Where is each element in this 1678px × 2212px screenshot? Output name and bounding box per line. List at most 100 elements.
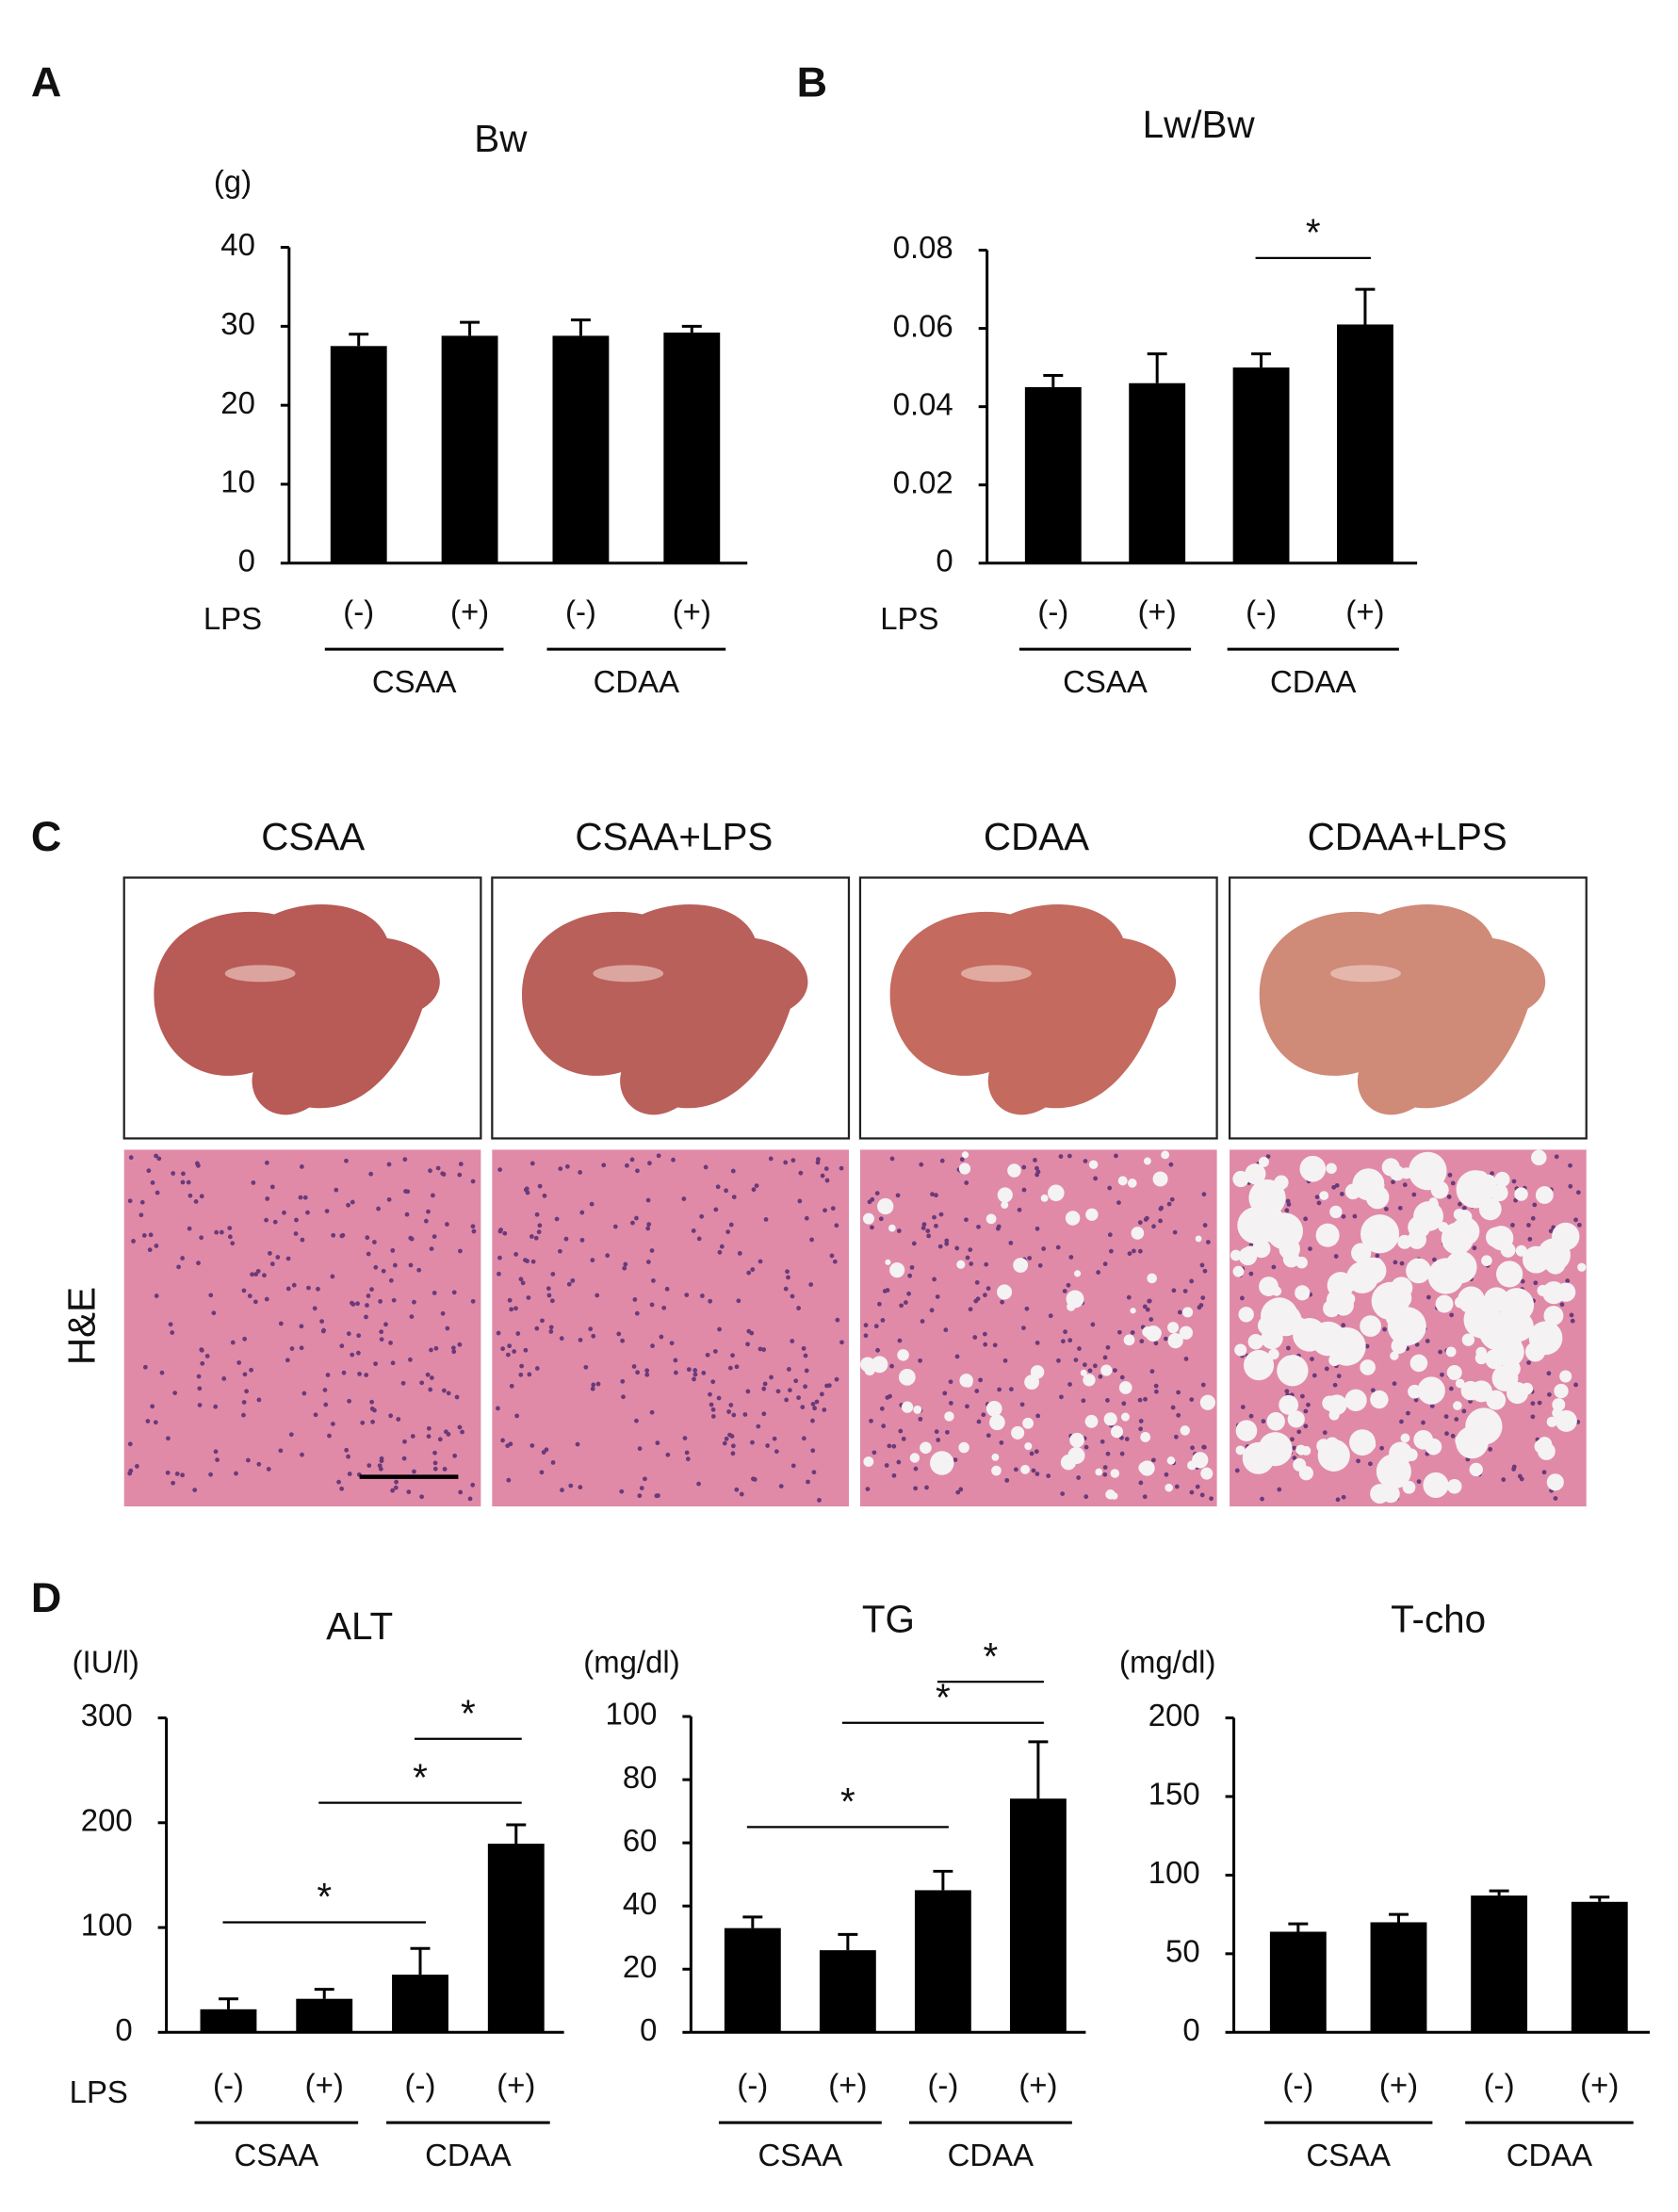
nucleus — [278, 1448, 284, 1454]
nucleus — [1568, 1163, 1572, 1168]
error-bar — [460, 320, 481, 336]
bar — [1571, 1901, 1628, 2033]
nucleus — [432, 1450, 437, 1456]
nucleus — [1200, 1295, 1206, 1301]
nucleus — [823, 1208, 827, 1213]
y-axis-unit: (mg/dl) — [1119, 1644, 1215, 1679]
fat-droplet — [1441, 1222, 1474, 1255]
nucleus — [1119, 1374, 1125, 1380]
nucleus — [432, 1460, 438, 1466]
nucleus — [978, 1377, 983, 1383]
nucleus — [278, 1321, 284, 1326]
nucleus — [346, 1454, 350, 1459]
nucleus — [554, 1216, 560, 1222]
fat-droplet — [1282, 1250, 1300, 1268]
nucleus — [1000, 1299, 1005, 1305]
nucleus — [497, 1255, 502, 1261]
nucleus — [634, 1215, 639, 1221]
nucleus — [724, 1188, 729, 1194]
nucleus — [234, 1471, 238, 1476]
nucleus — [810, 1448, 816, 1454]
error-bar — [218, 1997, 238, 2009]
nucleus — [208, 1472, 213, 1477]
nucleus — [289, 1346, 295, 1351]
nucleus — [131, 1239, 136, 1244]
group-label: CSAA — [1063, 664, 1148, 699]
fat-droplet — [1502, 1359, 1521, 1378]
bar — [441, 335, 498, 563]
nucleus — [758, 1259, 763, 1264]
fat-droplet — [1299, 1155, 1327, 1182]
nucleus — [396, 1417, 401, 1422]
nucleus — [1368, 1461, 1373, 1467]
nucleus — [885, 1395, 890, 1400]
x-tick-label: (+) — [828, 2067, 867, 2102]
fat-droplet — [1123, 1334, 1135, 1346]
nucleus — [1058, 1154, 1064, 1159]
nucleus — [863, 1323, 869, 1328]
panel-label: B — [797, 57, 827, 106]
error-bar — [349, 333, 369, 347]
x-tick-label: (-) — [927, 2067, 958, 2102]
nucleus — [176, 1264, 181, 1270]
nucleus — [935, 1294, 940, 1299]
nucleus — [227, 1234, 233, 1240]
nucleus — [416, 1267, 422, 1273]
nucleus — [1147, 1298, 1152, 1304]
nucleus — [1510, 1223, 1515, 1228]
nucleus — [549, 1298, 555, 1304]
nucleus — [145, 1419, 151, 1423]
nucleus — [253, 1299, 258, 1305]
nucleus — [649, 1302, 655, 1308]
nucleus — [379, 1329, 384, 1335]
nucleus — [194, 1161, 200, 1166]
nucleus — [219, 1229, 224, 1235]
nucleus — [1413, 1397, 1419, 1403]
nucleus — [1559, 1302, 1565, 1308]
nucleus — [1062, 1289, 1067, 1293]
nucleus — [1002, 1358, 1008, 1363]
nucleus — [930, 1192, 935, 1197]
nucleus — [1260, 1496, 1264, 1502]
significance-star: * — [317, 1875, 332, 1918]
nucleus — [1098, 1374, 1103, 1379]
fat-droplet — [1465, 1407, 1503, 1445]
error-bar — [933, 1869, 953, 1891]
nucleus — [445, 1326, 450, 1331]
nucleus — [809, 1237, 814, 1243]
fat-droplet — [1258, 1156, 1269, 1167]
bar — [663, 333, 721, 563]
nucleus — [497, 1167, 503, 1172]
nucleus — [786, 1275, 790, 1280]
nucleus — [512, 1349, 517, 1354]
nucleus — [1177, 1309, 1182, 1315]
nucleus — [986, 1286, 991, 1292]
fat-droplet — [1295, 1256, 1308, 1269]
nucleus — [726, 1409, 731, 1414]
nucleus — [496, 1406, 500, 1411]
x-tick-label: (+) — [1580, 2067, 1619, 2102]
nucleus — [969, 1261, 974, 1266]
nucleus — [762, 1381, 768, 1387]
fat-droplet — [1390, 1287, 1412, 1309]
nucleus — [1429, 1404, 1435, 1408]
nucleus — [887, 1443, 892, 1449]
nucleus — [705, 1352, 710, 1358]
fat-droplet — [1040, 1194, 1049, 1202]
nucleus — [578, 1485, 583, 1490]
y-tick-label: 40 — [220, 227, 255, 262]
nucleus — [1537, 1400, 1542, 1406]
nucleus — [790, 1339, 795, 1343]
nucleus — [806, 1479, 810, 1485]
nucleus — [830, 1206, 836, 1212]
x-tick-label: (+) — [1345, 594, 1384, 628]
nucleus — [366, 1251, 371, 1257]
fat-droplet — [1235, 1420, 1258, 1441]
nucleus — [710, 1414, 716, 1419]
nucleus — [566, 1281, 572, 1287]
fat-droplet — [1237, 1207, 1275, 1244]
fat-droplet — [863, 1456, 874, 1467]
nucleus — [901, 1436, 906, 1441]
nucleus — [1303, 1423, 1309, 1429]
nucleus — [419, 1380, 425, 1386]
